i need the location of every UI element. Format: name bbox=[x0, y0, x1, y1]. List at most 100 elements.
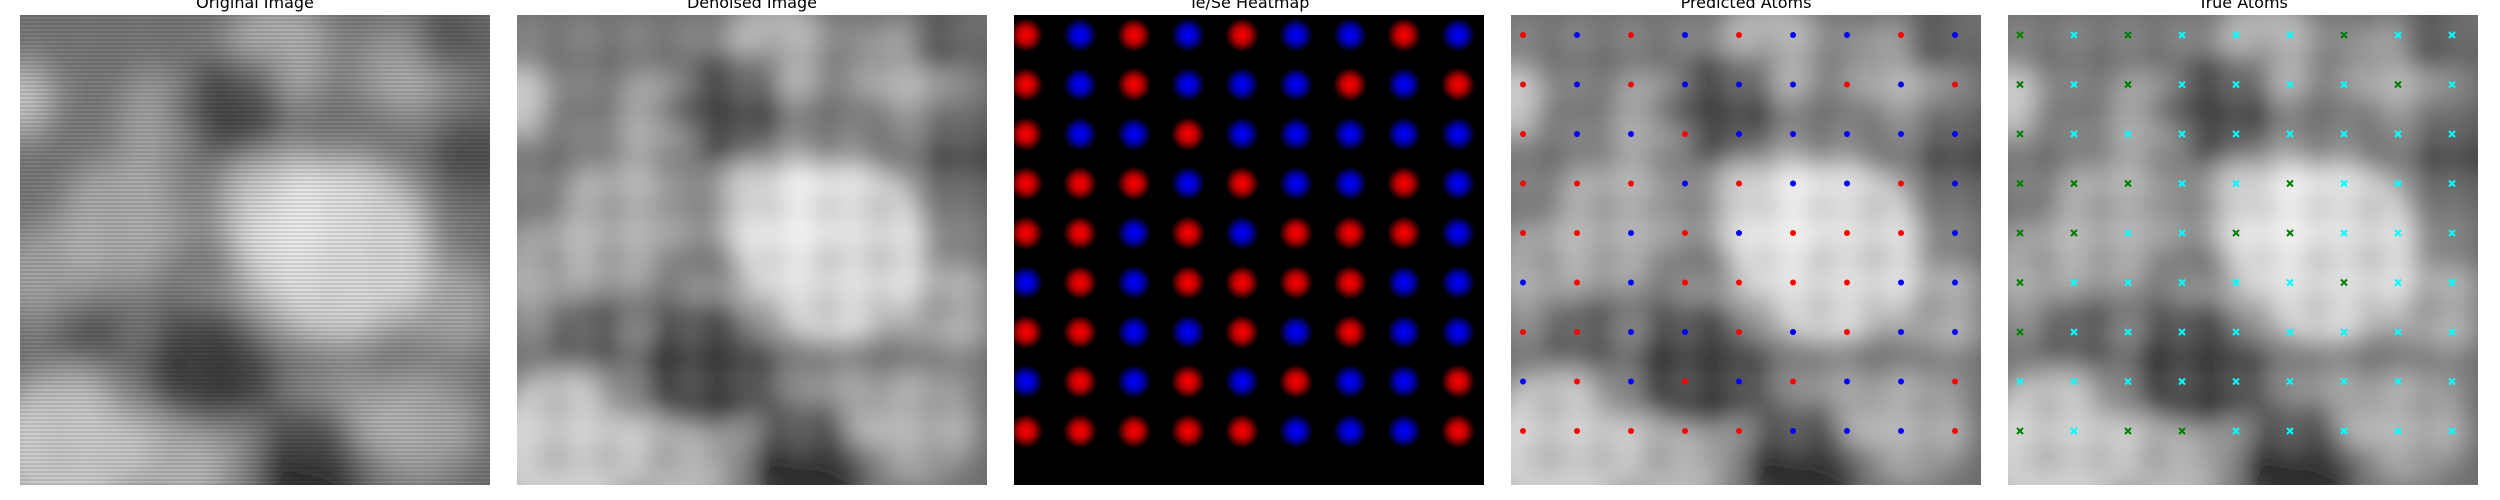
true-atom-green bbox=[2286, 229, 2294, 237]
true-atom-green bbox=[2016, 328, 2024, 336]
te-heat-blob bbox=[1014, 414, 1043, 448]
predicted-se-atom bbox=[1898, 131, 1904, 137]
true-atom-cyan bbox=[2340, 377, 2348, 386]
predicted-se-atom bbox=[1844, 131, 1850, 137]
true-atom-green bbox=[2016, 80, 2024, 89]
true-atom-cyan bbox=[2070, 130, 2078, 138]
predicted-se-atom bbox=[1952, 329, 1958, 335]
true-atom-cyan bbox=[2124, 278, 2132, 287]
se-heat-blob bbox=[1279, 166, 1313, 201]
predicted-te-atom bbox=[1520, 230, 1526, 236]
panel-title-original-image: Original Image bbox=[196, 0, 314, 12]
true-atom-cyan bbox=[2232, 427, 2240, 435]
true-atom-green bbox=[2016, 278, 2024, 287]
te-heat-blob bbox=[1171, 117, 1205, 151]
predicted-te-atom bbox=[1628, 428, 1634, 434]
true-atom-cyan bbox=[2178, 179, 2186, 188]
true-atom-cyan bbox=[2340, 229, 2348, 237]
se-heat-blob bbox=[1117, 265, 1151, 300]
te-heat-blob bbox=[1387, 166, 1421, 201]
predicted-se-atom bbox=[1844, 180, 1850, 187]
true-atom-green bbox=[2340, 31, 2348, 39]
true-atom-cyan bbox=[2232, 328, 2240, 336]
te-heat-blob bbox=[1333, 315, 1367, 349]
te-heat-blob bbox=[1063, 364, 1097, 399]
predicted-te-atom bbox=[1574, 279, 1580, 286]
true-atom-cyan bbox=[2286, 377, 2294, 386]
predicted-se-atom bbox=[1628, 329, 1634, 335]
se-heat-blob bbox=[1014, 364, 1043, 399]
te-heat-blob bbox=[1441, 364, 1475, 399]
predicted-se-atom bbox=[1574, 32, 1580, 38]
true-atom-cyan bbox=[2232, 31, 2240, 39]
te-heat-blob bbox=[1441, 414, 1475, 448]
te-heat-blob bbox=[1014, 315, 1043, 349]
predicted-te-atom bbox=[1628, 32, 1634, 38]
predicted-te-atom bbox=[1736, 428, 1742, 434]
true-atom-green bbox=[2286, 179, 2294, 188]
predicted-se-atom bbox=[1952, 279, 1958, 286]
se-heat-blob bbox=[1279, 414, 1313, 448]
predicted-se-atom bbox=[1682, 81, 1688, 88]
predicted-te-atom bbox=[1844, 81, 1850, 88]
predicted-te-atom bbox=[1682, 378, 1688, 385]
true-atom-green bbox=[2016, 179, 2024, 188]
se-heat-blob bbox=[1387, 364, 1421, 399]
te-heat-blob bbox=[1014, 117, 1043, 151]
true-atom-cyan bbox=[2340, 328, 2348, 336]
true-atom-cyan bbox=[2124, 328, 2132, 336]
true-atom-cyan bbox=[2340, 179, 2348, 188]
se-heat-blob bbox=[1387, 67, 1421, 102]
te-heat-blob bbox=[1063, 166, 1097, 201]
predicted-se-atom bbox=[1736, 378, 1742, 385]
te-heat-blob bbox=[1171, 265, 1205, 300]
predicted-atoms-svg bbox=[1511, 15, 1981, 485]
denoised-image-svg bbox=[517, 15, 987, 485]
true-atom-cyan bbox=[2394, 427, 2402, 435]
true-atom-cyan bbox=[2178, 229, 2186, 237]
predicted-te-atom bbox=[1520, 81, 1526, 88]
predicted-se-atom bbox=[1682, 32, 1688, 38]
true-atom-cyan bbox=[2016, 377, 2024, 386]
te-heat-blob bbox=[1063, 414, 1097, 448]
te-heat-blob bbox=[1279, 216, 1313, 250]
true-atom-cyan bbox=[2178, 130, 2186, 138]
true-atom-green bbox=[2178, 427, 2186, 435]
se-heat-blob bbox=[1117, 117, 1151, 151]
true-atom-cyan bbox=[2448, 229, 2456, 237]
true-atom-green bbox=[2124, 179, 2132, 188]
se-heat-blob bbox=[1279, 18, 1313, 52]
predicted-se-atom bbox=[1898, 329, 1904, 335]
predicted-te-atom bbox=[1898, 32, 1904, 38]
true-atom-cyan bbox=[2394, 130, 2402, 138]
se-heat-blob bbox=[1063, 18, 1097, 52]
predicted-se-atom bbox=[1952, 180, 1958, 187]
predicted-te-atom bbox=[1682, 131, 1688, 137]
te-heat-blob bbox=[1063, 216, 1097, 250]
true-atom-cyan bbox=[2448, 427, 2456, 435]
true-atom-cyan bbox=[2070, 278, 2078, 287]
true-atom-cyan bbox=[2070, 328, 2078, 336]
predicted-te-atom bbox=[1574, 378, 1580, 385]
predicted-se-atom bbox=[1574, 131, 1580, 137]
predicted-se-atom bbox=[1790, 329, 1796, 335]
predicted-te-atom bbox=[1682, 279, 1688, 286]
predicted-te-atom bbox=[1574, 230, 1580, 236]
se-heat-blob bbox=[1441, 265, 1475, 300]
true-atom-cyan bbox=[2178, 80, 2186, 89]
predicted-se-atom bbox=[1898, 81, 1904, 88]
te-heat-blob bbox=[1014, 18, 1043, 52]
predicted-se-atom bbox=[1628, 378, 1634, 385]
true-atom-cyan bbox=[2232, 278, 2240, 287]
true-atom-cyan bbox=[2232, 130, 2240, 138]
te-heat-blob bbox=[1441, 67, 1475, 102]
se-heat-blob bbox=[1063, 117, 1097, 151]
panel-title-denoised-image: Denoised Image bbox=[686, 0, 818, 12]
true-atom-cyan bbox=[2286, 427, 2294, 435]
predicted-te-atom bbox=[1952, 428, 1958, 434]
predicted-te-atom bbox=[1520, 180, 1526, 187]
se-heat-blob bbox=[1063, 67, 1097, 102]
se-heat-blob bbox=[1014, 265, 1043, 300]
true-atom-green bbox=[2394, 80, 2402, 89]
